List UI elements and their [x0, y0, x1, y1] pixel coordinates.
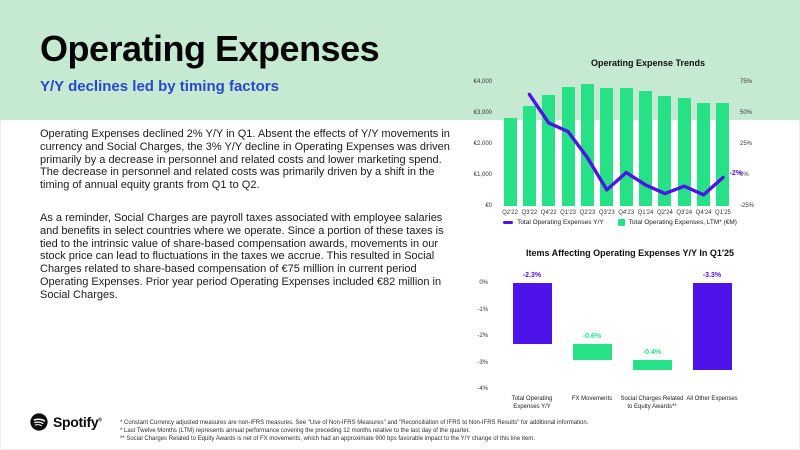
page-title: Operating Expenses: [40, 28, 380, 69]
items-affecting-chart-title: Items Affecting Operating Expenses Y/Y I…: [525, 248, 735, 258]
ltm-bar: [561, 87, 575, 206]
left-axis-tick: €3,000: [473, 110, 492, 116]
waterfall-bar: [512, 283, 552, 344]
left-axis-tick: €1,000: [473, 172, 492, 178]
right-axis-tick: -25%: [740, 203, 755, 209]
x-tick-label: Q2'24: [656, 210, 673, 216]
x-tick-label: Q1'24: [637, 210, 654, 216]
footnote-2: * Last Twelve Months (LTM) represents an…: [120, 428, 470, 434]
footnote-3: ** Social Charges Related to Equity Awar…: [120, 436, 535, 442]
bar-value-label: -3.3%: [702, 272, 722, 279]
registered-mark: ®: [98, 417, 102, 424]
ltm-bar: [697, 102, 711, 206]
footnote-1: * Constant Currency adjusted measures ar…: [120, 420, 589, 426]
spotify-icon: [30, 413, 48, 431]
x-tick-label: Q4'22: [540, 210, 557, 216]
x-tick-label: Q4'23: [618, 210, 635, 216]
legend-label: Total Operating Expenses Y/Y: [517, 219, 604, 226]
x-tick-label: Q3'22: [521, 210, 538, 216]
y-axis-tick: -2%: [477, 333, 488, 339]
spotify-wordmark: Spotify®: [53, 414, 102, 430]
ltm-bar: [658, 96, 672, 206]
ltm-bar: [580, 84, 594, 206]
waterfall-bar: [692, 283, 732, 371]
waterfall-bar: [572, 343, 612, 360]
x-tick-label: Q1'23: [560, 210, 576, 216]
right-axis-tick: 0%: [740, 172, 749, 178]
ltm-bar: [522, 105, 536, 206]
category-label: All Other Expenses: [686, 396, 738, 402]
items-affecting-chart: Items Affecting Operating Expenses Y/Y I…: [460, 243, 800, 421]
legend-item-line: Total Operating Expenses Y/Y: [503, 219, 604, 226]
x-tick-label: Q3'24: [676, 210, 693, 216]
spotify-logo: Spotify®: [30, 413, 102, 431]
left-axis-tick: €2,000: [473, 141, 492, 147]
paragraph-2: As a reminder, Social Charges are payrol…: [40, 211, 444, 301]
right-axis-tick: 75%: [740, 79, 753, 85]
paragraph-1: Operating Expenses declined 2% Y/Y in Q1…: [40, 128, 450, 192]
ltm-bar: [600, 88, 614, 206]
left-axis-tick: €4,000: [473, 79, 492, 85]
left-axis-tick: €0: [485, 203, 492, 209]
category-label: Total Operating Expenses Y/Y: [511, 396, 553, 410]
ltm-bar: [639, 90, 653, 206]
legend-item-bar: Total Operating Expenses, LTM* (€M): [617, 219, 737, 226]
legend-label: Total Operating Expenses, LTM* (€M): [628, 219, 737, 226]
footnotes: * Constant Currency adjusted measures ar…: [120, 419, 720, 443]
y-axis-tick: -1%: [477, 306, 488, 313]
y-axis-tick: -4%: [477, 386, 488, 392]
body-text: Operating Expenses declined 2% Y/Y in Q1…: [40, 128, 452, 302]
bar-value-label: -0.6%: [582, 332, 602, 340]
line-swatch: [503, 221, 514, 224]
x-tick-label: Q2'22: [502, 210, 518, 216]
line-end-label: -2%: [729, 170, 742, 177]
yy-trend-line: [527, 92, 725, 197]
x-tick-label: Q1'25: [715, 210, 731, 216]
x-tick-label: Q4'24: [695, 210, 712, 216]
category-label: FX Movements: [571, 396, 613, 402]
page-subtitle: Y/Y declines led by timing factors: [40, 78, 279, 95]
y-axis-tick: -3%: [477, 359, 488, 366]
bar-value-label: -0.4%: [642, 348, 662, 356]
right-axis-tick: 25%: [740, 141, 753, 147]
right-axis-tick: 50%: [740, 110, 753, 116]
ltm-bar: [677, 98, 691, 206]
y-axis-tick: 0%: [479, 280, 488, 286]
bar-swatch: [617, 219, 625, 226]
x-tick-label: Q3'23: [598, 210, 615, 216]
waterfall-bar: [632, 359, 672, 371]
opex-trends-chart: Operating Expense Trends -2% Total Opera…: [460, 55, 800, 247]
opex-trends-chart-title: Operating Expense Trends: [590, 58, 706, 68]
trend-plot: [502, 82, 736, 206]
bar-value-label: -2.3%: [522, 272, 542, 279]
x-tick-label: Q2'23: [579, 210, 596, 216]
category-label: Social Charges Related to Equity Awards*…: [620, 396, 684, 410]
ltm-bar: [503, 117, 517, 206]
chart-legend: Total Operating Expenses Y/Y Total Opera…: [470, 219, 770, 226]
